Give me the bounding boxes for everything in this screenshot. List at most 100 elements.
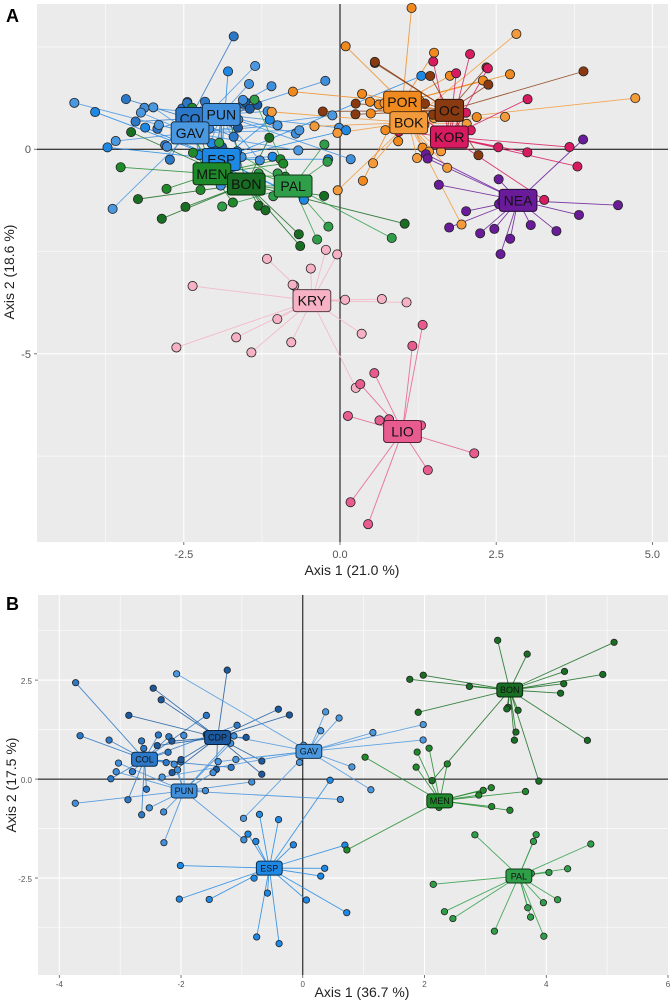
panel-b-group-labels: COL CDP PUN GAV ESP BON MEN PAL [131, 682, 533, 884]
point-por [380, 125, 391, 136]
point-gav [348, 763, 356, 771]
point-bok [630, 93, 641, 104]
point-kry [340, 294, 351, 305]
point-pal [429, 880, 437, 888]
point-nea [613, 200, 624, 211]
segment-kry [192, 285, 312, 302]
panel-b-background [38, 595, 668, 975]
panel-b-letter: B [6, 594, 19, 614]
group-label-por: POR [383, 90, 422, 114]
segment-pal [494, 875, 520, 932]
point-kry [187, 281, 198, 292]
point-cdp [177, 755, 185, 764]
point-nea [422, 153, 433, 164]
point-gav [327, 110, 338, 121]
point-bon [560, 680, 568, 688]
point-kor [522, 94, 533, 105]
group-label-box [295, 743, 323, 759]
segment-pun [183, 742, 231, 792]
segment-esp [268, 780, 331, 869]
point-gav [250, 61, 261, 72]
segment-bon [418, 689, 510, 713]
point-kry [356, 328, 367, 339]
point-bon [253, 200, 264, 211]
point-cdp [157, 696, 165, 704]
segment-cdp [152, 687, 218, 738]
point-pun [243, 79, 254, 90]
group-label-gav: GAV [295, 743, 323, 759]
point-pun [114, 759, 123, 767]
point-por [287, 86, 298, 97]
point-nea [578, 134, 589, 145]
segment-men [428, 748, 441, 801]
group-label-box [505, 868, 533, 884]
group-label-text: KRY [298, 293, 327, 309]
point-lio [342, 410, 353, 421]
point-kor [482, 63, 493, 74]
point-gav [148, 102, 159, 113]
point-cdp [125, 711, 133, 719]
point-col [228, 131, 239, 142]
point-bon [514, 706, 522, 714]
point-men [361, 753, 369, 761]
y-tick-label: -2.5 [18, 875, 32, 884]
group-label-cdp: CDP [204, 730, 231, 745]
point-pal [564, 865, 572, 873]
point-kor [451, 68, 462, 79]
point-bon [583, 736, 592, 744]
point-pal [540, 932, 548, 940]
segment-pal [433, 875, 519, 885]
point-col [130, 116, 141, 127]
point-esp [252, 837, 260, 846]
point-bon [319, 190, 330, 201]
point-pal [545, 868, 553, 877]
group-label-men: MEN [426, 793, 454, 809]
point-esp [255, 810, 264, 818]
segment-bon [509, 641, 615, 691]
group-label-box [170, 121, 210, 145]
y-tick-label: 0.0 [21, 776, 33, 785]
group-label-box [434, 98, 465, 122]
segment-kry [176, 300, 313, 348]
point-men [521, 787, 530, 796]
point-pun [201, 787, 210, 795]
point-bon [556, 689, 565, 697]
point-por [505, 69, 516, 80]
point-lio [469, 448, 480, 459]
point-gav [419, 736, 427, 744]
group-label-pun: PUN [201, 102, 241, 126]
point-pal [319, 139, 330, 150]
point-bon [180, 201, 191, 212]
point-bon [293, 229, 304, 240]
point-kor [465, 49, 476, 60]
segment-pun [163, 790, 185, 843]
point-col [124, 796, 132, 804]
point-gav [294, 125, 305, 136]
point-cdp [258, 757, 266, 765]
segment-kor [449, 136, 570, 148]
point-kry [286, 337, 297, 348]
point-gav [239, 814, 248, 822]
segment-bon [509, 689, 540, 782]
point-gav [419, 720, 427, 729]
point-kry [376, 294, 387, 305]
point-cdp [223, 666, 231, 674]
point-col [164, 154, 175, 165]
point-gav [317, 727, 325, 735]
point-bon [428, 777, 436, 785]
segment-bon [509, 674, 603, 691]
point-esp [275, 940, 283, 948]
point-kor [428, 56, 439, 67]
point-col [76, 732, 84, 740]
x-tick-label: 2.5 [489, 549, 504, 561]
point-pal [217, 201, 228, 212]
group-label-box [204, 730, 231, 745]
x-tick-label: 2 [422, 980, 427, 989]
point-por [406, 3, 417, 13]
segment-esp [259, 814, 270, 869]
point-col [154, 731, 162, 739]
point-kor [539, 194, 550, 205]
point-pun [173, 766, 182, 774]
point-oc [473, 150, 484, 161]
point-bok [511, 28, 522, 39]
